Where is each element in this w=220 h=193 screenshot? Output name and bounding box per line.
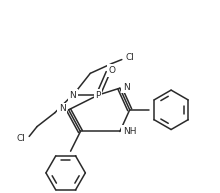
Text: P: P	[95, 91, 101, 100]
Text: N: N	[59, 104, 66, 113]
Text: Cl: Cl	[125, 53, 134, 62]
Text: Cl: Cl	[17, 134, 26, 143]
Text: NH: NH	[123, 127, 136, 136]
Text: N: N	[69, 91, 76, 100]
Text: O: O	[108, 66, 116, 75]
Text: N: N	[123, 83, 130, 92]
